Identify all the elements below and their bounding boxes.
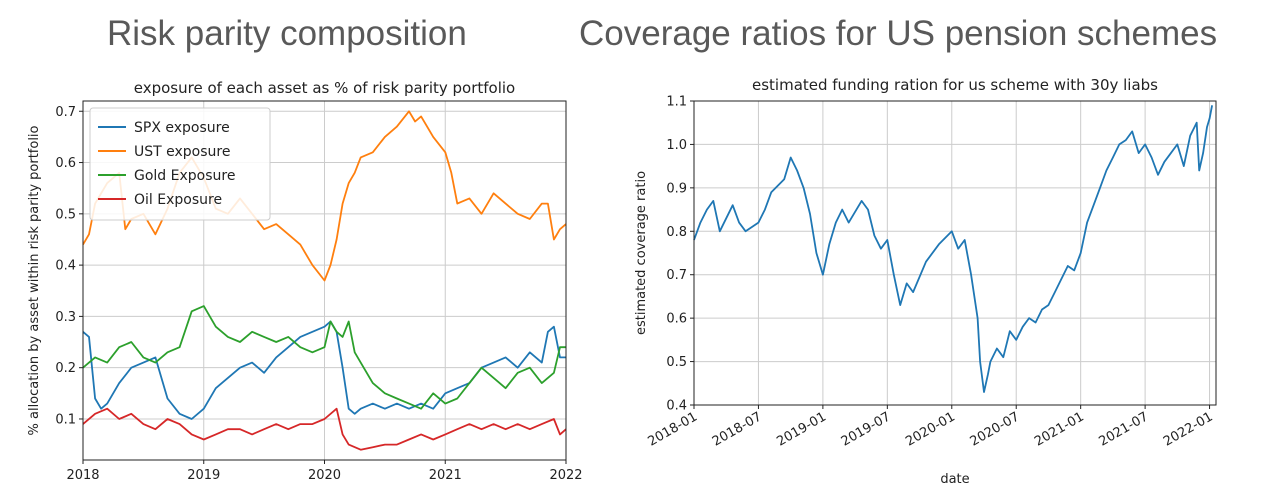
x-axis-label: date — [940, 472, 969, 487]
x-tick-label: 2020 — [308, 468, 341, 483]
y-tick-label: 0.1 — [55, 412, 76, 427]
plot-frame — [693, 100, 1217, 406]
y-tick-label: 0.5 — [666, 355, 687, 370]
x-tick-label: 2021-01 — [1032, 409, 1087, 449]
series-line-3 — [82, 407, 567, 451]
x-tick-label: 2021-07 — [1097, 409, 1152, 449]
y-tick-label: 0.7 — [666, 268, 687, 283]
series-line-0 — [693, 105, 1213, 393]
legend-label: Oil Exposure — [134, 192, 222, 208]
x-tick-label: 2018-01 — [645, 409, 700, 449]
legend-label: Gold Exposure — [134, 168, 235, 184]
series-line-1 — [82, 110, 567, 282]
y-axis-label: % allocation by asset within risk parity… — [27, 125, 42, 435]
y-tick-label: 1.1 — [666, 95, 687, 110]
chart-title: estimated funding ration for us scheme w… — [752, 76, 1158, 94]
y-axis-label: estimated coverage ratio — [634, 171, 649, 335]
x-tick-label: 2019-01 — [774, 409, 829, 449]
x-tick-label: 2020-01 — [903, 409, 958, 449]
right-panel-heading: Coverage ratios for US pension schemes — [579, 14, 1218, 53]
x-tick-label: 2018 — [66, 468, 99, 483]
x-tick-label: 2021 — [429, 468, 462, 483]
left-panel-heading: Risk parity composition — [107, 14, 467, 53]
y-tick-label: 1.0 — [666, 138, 687, 153]
legend-label: SPX exposure — [134, 120, 230, 136]
x-tick-label: 2022 — [549, 468, 582, 483]
x-tick-label: 2020-07 — [968, 409, 1023, 449]
x-tick-label: 2022-01 — [1161, 409, 1216, 449]
x-tick-label: 2019 — [187, 468, 220, 483]
y-tick-label: 0.4 — [666, 399, 687, 414]
y-tick-label: 0.2 — [55, 361, 76, 376]
y-tick-label: 0.6 — [55, 156, 76, 171]
chart-title: exposure of each asset as % of risk pari… — [134, 79, 515, 97]
legend-box — [89, 107, 271, 221]
y-tick-label: 0.5 — [55, 207, 76, 222]
y-tick-label: 0.4 — [55, 259, 76, 274]
y-tick-label: 0.7 — [55, 105, 76, 120]
x-tick-label: 2018-07 — [710, 409, 765, 449]
series-line-2 — [82, 305, 566, 410]
y-tick-label: 0.3 — [55, 310, 76, 325]
y-tick-label: 0.6 — [666, 312, 687, 327]
y-tick-label: 0.8 — [666, 225, 687, 240]
y-tick-label: 0.9 — [666, 181, 687, 196]
legend-label: UST exposure — [134, 144, 230, 160]
x-tick-label: 2019-07 — [839, 409, 894, 449]
